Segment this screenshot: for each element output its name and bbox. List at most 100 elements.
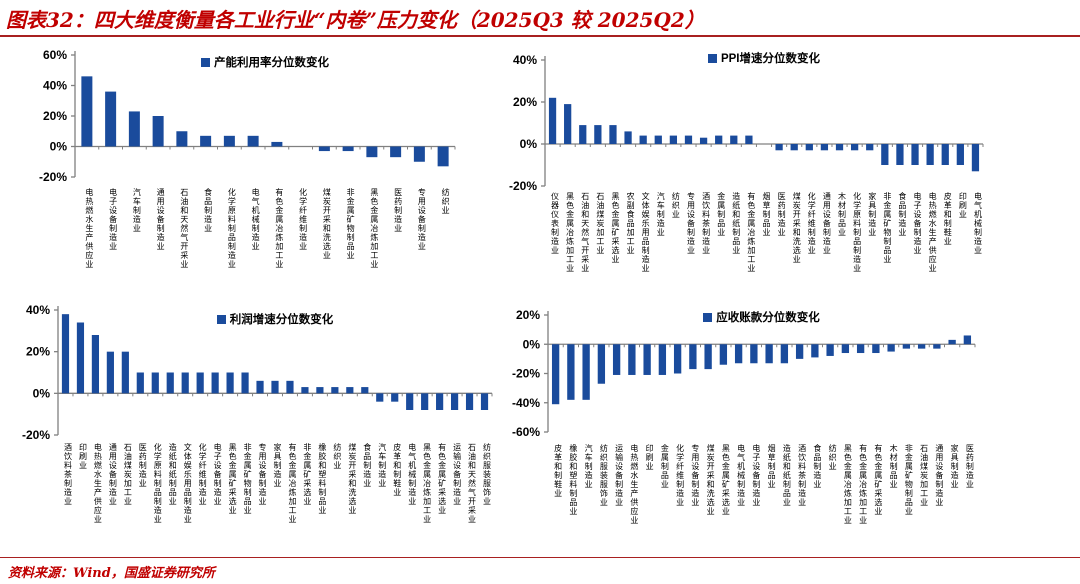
category-label: 黑色金属冶炼加工业 [843, 444, 853, 525]
category-label: 金属制品业 [660, 444, 670, 489]
bar [902, 344, 911, 349]
category-label: 有色金属矿采选业 [873, 444, 883, 516]
bar [406, 393, 414, 410]
category-label: 汽车制造业 [132, 188, 142, 233]
bar [643, 344, 651, 375]
category-label: 印刷业 [78, 443, 88, 470]
bar [689, 344, 697, 370]
category-label: 医药制造业 [393, 188, 403, 233]
bar [750, 344, 758, 364]
bar [790, 144, 798, 151]
category-label: 木材制品业 [837, 192, 847, 237]
legend-label: 产能利用率分位数变化 [214, 57, 329, 69]
category-label: 医药制造业 [965, 444, 975, 489]
bar [971, 144, 980, 172]
y-tick-label: -20% [39, 170, 67, 184]
bar [271, 141, 283, 147]
bar [684, 135, 693, 144]
bar [121, 351, 129, 394]
category-label: 电子设备制造业 [913, 192, 923, 255]
title-divider [0, 35, 1080, 37]
category-label: 通用设备制造业 [108, 443, 118, 506]
bar [247, 135, 259, 147]
bar [331, 387, 339, 394]
y-tick-label: -20% [22, 428, 50, 442]
category-label: 食品制造业 [203, 188, 213, 233]
bar [926, 144, 934, 165]
category-label: 印刷业 [958, 192, 968, 219]
category-label: 石油煤炭加工业 [919, 444, 929, 507]
chart-receivables-percentile: 应收账款分位数变化 20% 0% -20% -40% -60% 皮革和制鞋业 橡胶和塑料制品业… [488, 296, 1080, 558]
bar [200, 135, 212, 147]
category-label: 化学原料制品制造业 [852, 192, 862, 273]
bar [917, 344, 926, 349]
bar [594, 125, 602, 144]
category-label: 酒饮料茶制造业 [797, 444, 807, 507]
category-label: 石油和天然气开采业 [467, 443, 477, 524]
category-label: 黑色金属冶炼加工业 [422, 443, 432, 524]
category-label: 纺织业 [332, 443, 342, 470]
bar [105, 91, 117, 147]
category-label: 电热燃水生产供应业 [928, 192, 938, 273]
bar [579, 125, 587, 144]
category-label: 烟草制品业 [762, 192, 771, 237]
category-label: 有色金属冶炼加工业 [287, 443, 297, 524]
bar [136, 372, 144, 394]
category-label: 医药制造业 [138, 443, 148, 488]
y-tick-label: 40% [43, 79, 67, 93]
bar [612, 344, 621, 375]
bar [91, 335, 100, 394]
bar [811, 344, 819, 358]
bar [316, 387, 324, 394]
figure-title: 图表32：四大维度衡量各工业行业“内卷”压力变化（2025Q3 较 2025Q2… [6, 8, 705, 32]
y-tick-label: 20% [513, 95, 537, 109]
legend-label: PPI增速分位数变化 [720, 53, 821, 65]
category-label: 有色金属冶炼加工业 [746, 192, 756, 273]
bar [176, 131, 188, 147]
category-label: 皮革和制鞋业 [392, 443, 402, 497]
bar [597, 344, 606, 384]
category-label: 电子设备制造业 [751, 444, 761, 507]
category-label: 印刷业 [645, 444, 655, 471]
bar [564, 104, 572, 144]
legend-label: 利润增速分位数变化 [229, 314, 334, 326]
bar [390, 146, 402, 158]
bar [376, 393, 384, 402]
legend: 产能利用率分位数变化 [75, 54, 455, 70]
bar [887, 344, 895, 352]
plot-area: 40% 20% 0% -20% [509, 53, 984, 193]
legend-swatch-icon [216, 315, 226, 324]
category-label: 非金属矿采选业 [302, 443, 312, 506]
category-label: 酒饮料茶制造业 [701, 192, 711, 255]
category-label: 文体娱乐用品制造业 [641, 192, 651, 273]
bar [271, 380, 279, 394]
chart-ppi-growth-percentile: PPI增速分位数变化 40% 20% 0% -20% 仪器仪表制造业 黑色金属冶炼加工业 石油… [488, 40, 1080, 296]
bar [719, 344, 728, 365]
bar [841, 344, 850, 354]
bar [361, 387, 369, 394]
category-label: 汽车制造业 [656, 192, 666, 237]
category-label: 医药制造业 [777, 192, 787, 237]
bar [128, 111, 140, 147]
category-label: 非金属矿物制品业 [243, 443, 253, 515]
category-label: 专用设备制造业 [686, 192, 696, 255]
bar [639, 135, 647, 144]
bar [286, 380, 294, 394]
category-label: 橡胶和塑料制品业 [317, 443, 327, 515]
y-tick-label: -20% [509, 179, 537, 193]
bar [933, 344, 941, 349]
bar [795, 344, 804, 359]
bar [346, 387, 354, 394]
bar [835, 144, 844, 151]
legend: 应收账款分位数变化 [548, 309, 975, 325]
category-label: 家具制造业 [950, 444, 960, 489]
bar [941, 144, 949, 165]
bar [342, 146, 354, 152]
category-label: 文体娱乐用品制造业 [183, 443, 193, 524]
category-label: 专用设备制造业 [417, 188, 427, 251]
bar [241, 372, 249, 394]
category-label: 黑色金属矿采选业 [721, 444, 731, 516]
category-label: 食品制造业 [897, 192, 907, 237]
category-label: 纺织服装服饰业 [482, 443, 492, 506]
